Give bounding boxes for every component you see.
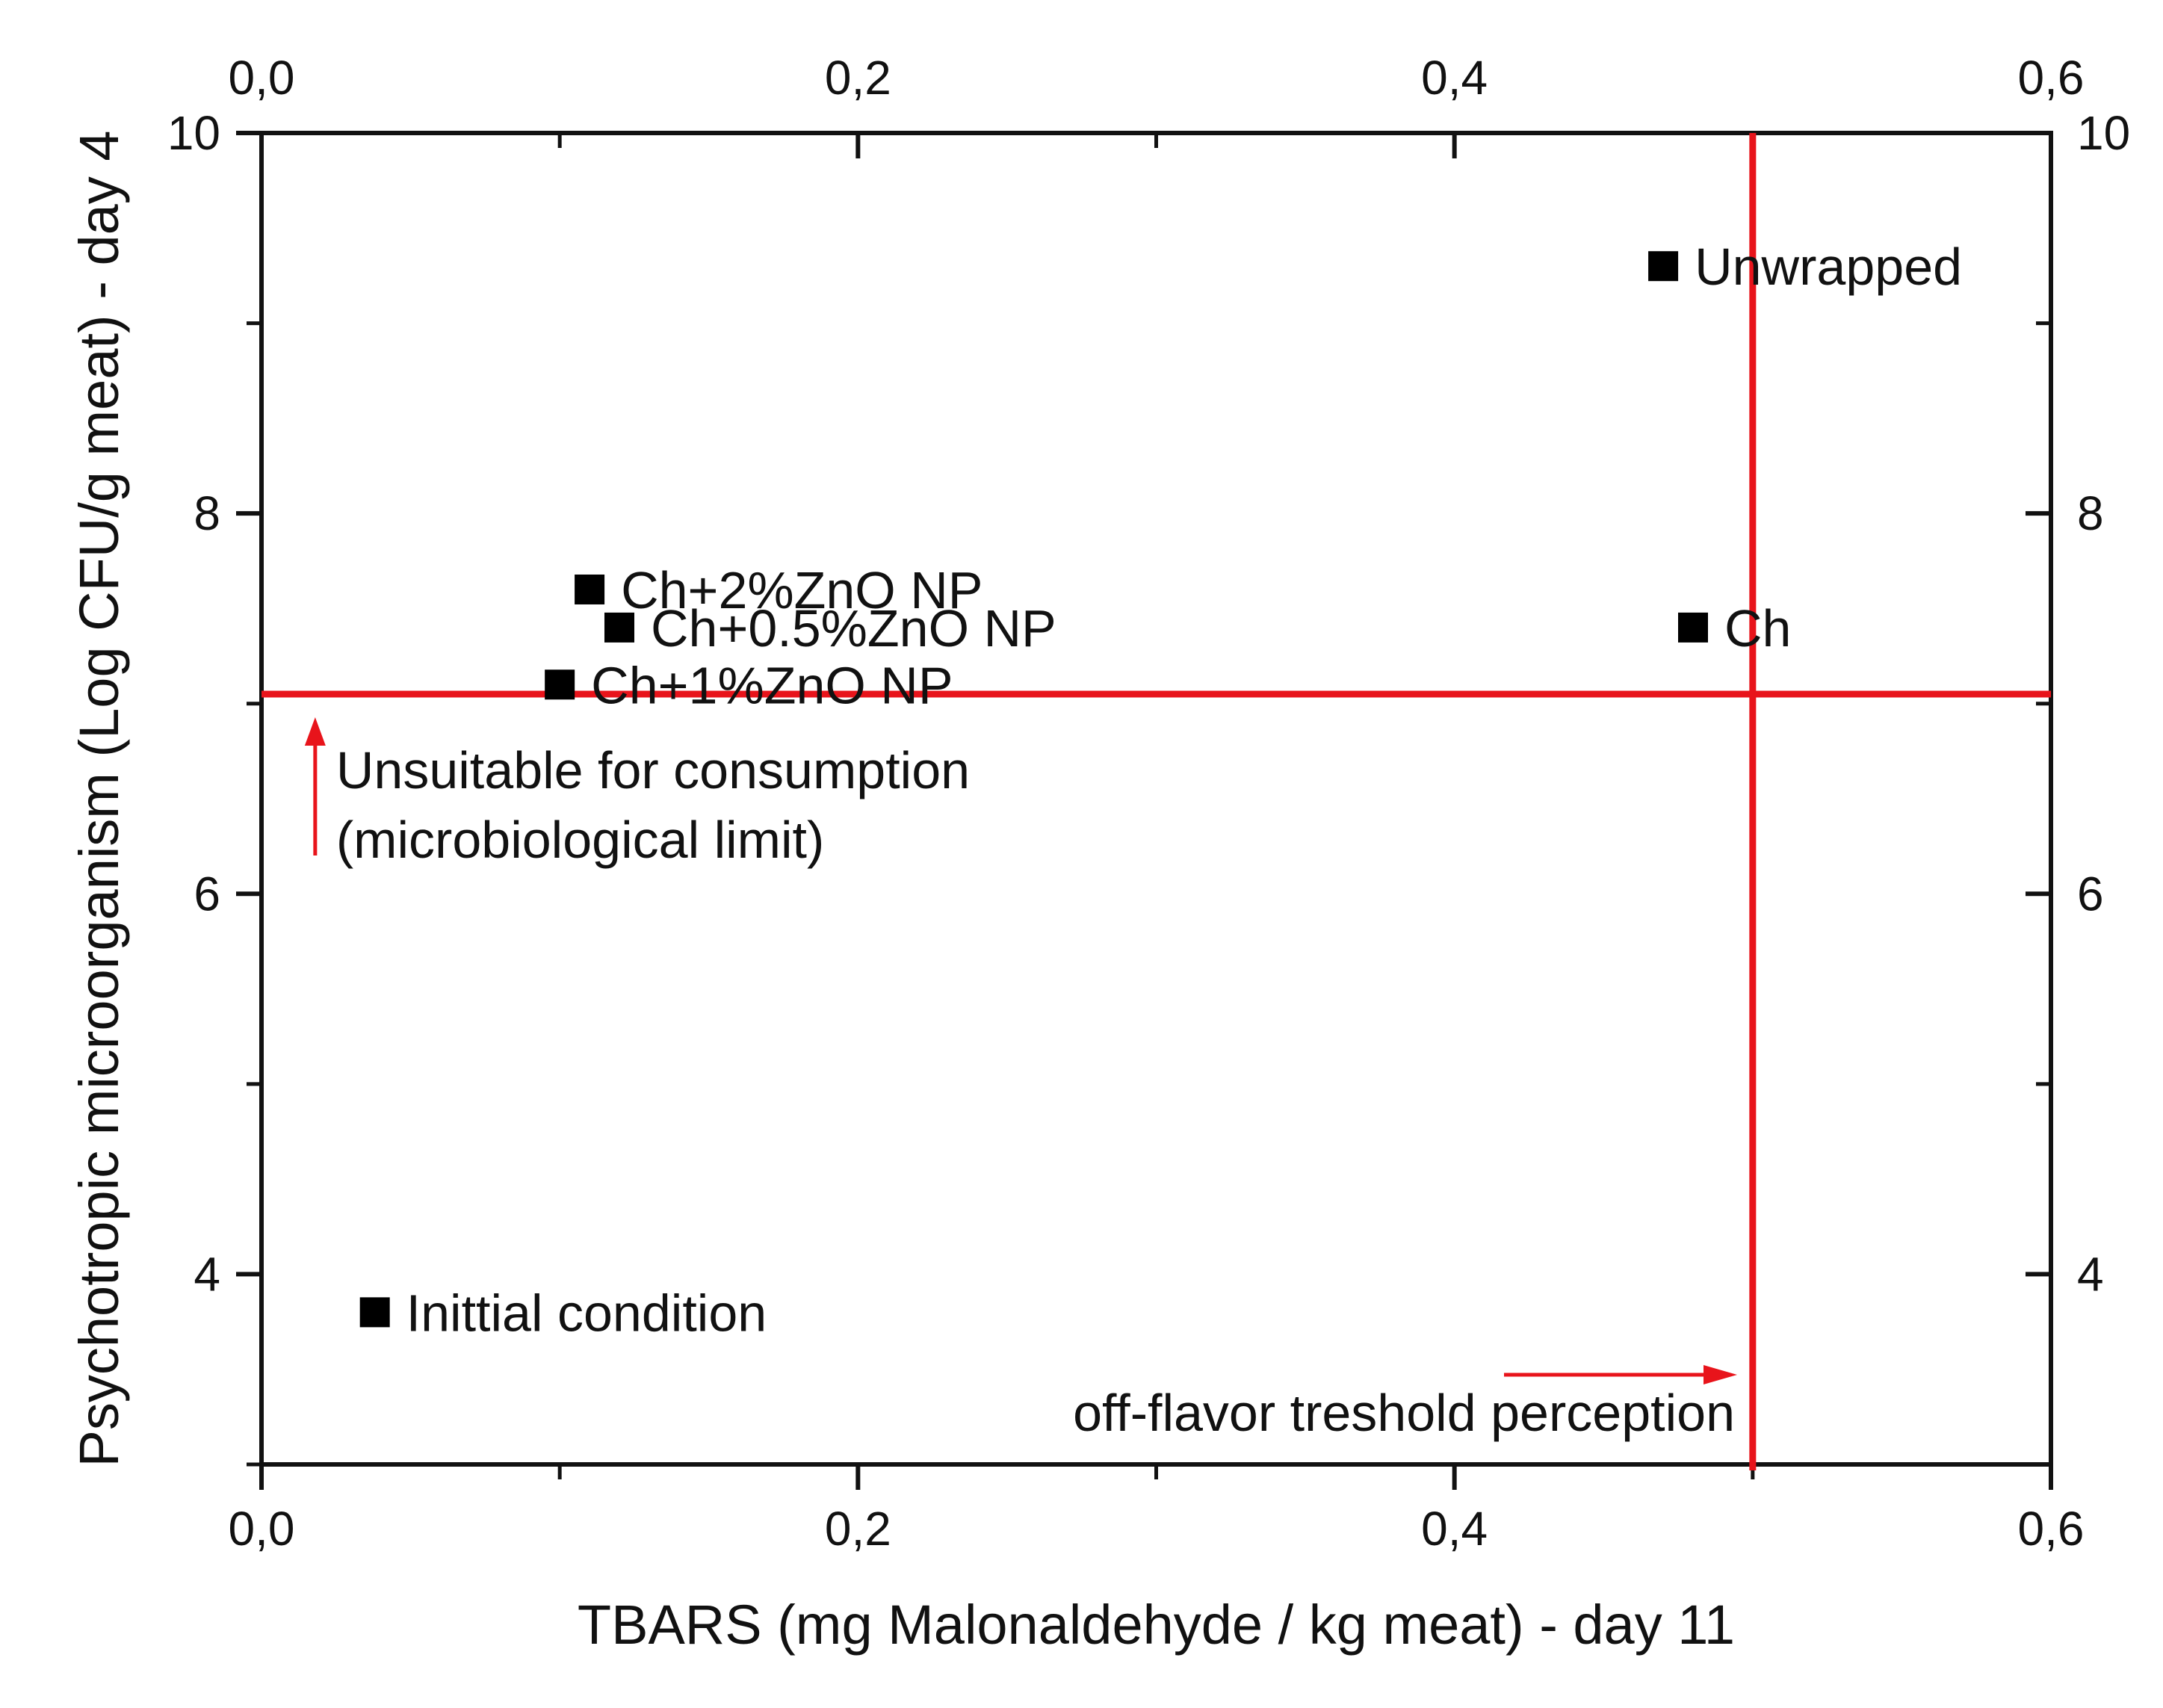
microbio-arrow-head xyxy=(304,717,326,746)
x-tick-label-top: 0,2 xyxy=(825,51,891,105)
x-tick-label-bottom: 0,6 xyxy=(2018,1502,2085,1556)
y-tick-label-right: 10 xyxy=(2077,106,2130,160)
annotations-layer: Unsuitable for consumption (microbiologic… xyxy=(304,717,1737,1442)
y-tick-label-left: 6 xyxy=(194,867,220,920)
data-point-marker xyxy=(1678,612,1708,643)
data-point-label: Ch xyxy=(1724,599,1791,657)
y-tick-label-right: 6 xyxy=(2077,867,2104,920)
points-layer: Inittial condition Ch+2%ZnO NPCh+0.5%ZnO … xyxy=(359,238,1962,1342)
x-tick-label-top: 0,0 xyxy=(229,51,295,105)
data-point-label: Ch+0.5%ZnO NP xyxy=(651,599,1056,657)
data-point-label: Inittial condition xyxy=(406,1284,767,1342)
x-tick-label-bottom: 0,2 xyxy=(825,1502,891,1556)
y-tick-label-left: 10 xyxy=(167,106,220,160)
data-point-label: Ch+1%ZnO NP xyxy=(591,656,953,714)
flavor-arrow-head xyxy=(1704,1365,1737,1384)
microbio-annotation-text: Unsuitable for consumption xyxy=(336,741,970,799)
data-point-marker xyxy=(545,669,575,700)
data-point-marker xyxy=(359,1297,390,1328)
data-point-marker xyxy=(1648,251,1679,282)
data-point-label: Ch+2%ZnO NP xyxy=(621,561,983,619)
data-point-label: Unwrapped xyxy=(1695,238,1962,296)
x-tick-label-bottom: 0,4 xyxy=(1421,1502,1488,1556)
y-tick-label-left: 8 xyxy=(194,486,220,540)
flavor-annotation-text: off-flavor treshold perception xyxy=(1073,1384,1735,1442)
x-tick-label-top: 0,6 xyxy=(2018,51,2085,105)
data-point-marker xyxy=(604,612,634,643)
x-tick-label-bottom: 0,0 xyxy=(229,1502,295,1556)
x-axis-title: TBARS (mg Malonaldehyde / kg meat) - day… xyxy=(578,1594,1735,1656)
y-tick-label-left: 4 xyxy=(194,1247,220,1301)
y-tick-label-right: 4 xyxy=(2077,1247,2104,1301)
y-axis-title: Psychotropic microorganism (Log CFU/g me… xyxy=(68,131,130,1467)
reference-lines-layer xyxy=(262,133,2051,1470)
microbio-annotation-text: (microbiological limit) xyxy=(336,811,824,869)
data-point-marker xyxy=(575,574,605,604)
axes-layer: 0,0 0,0 0,2 0,2 0,4 0,4 0,6 0,6 4 4 6 6 8 8 10 10 TBARS … xyxy=(68,51,2130,1656)
x-tick-label-top: 0,4 xyxy=(1421,51,1488,105)
y-tick-label-right: 8 xyxy=(2077,486,2104,540)
